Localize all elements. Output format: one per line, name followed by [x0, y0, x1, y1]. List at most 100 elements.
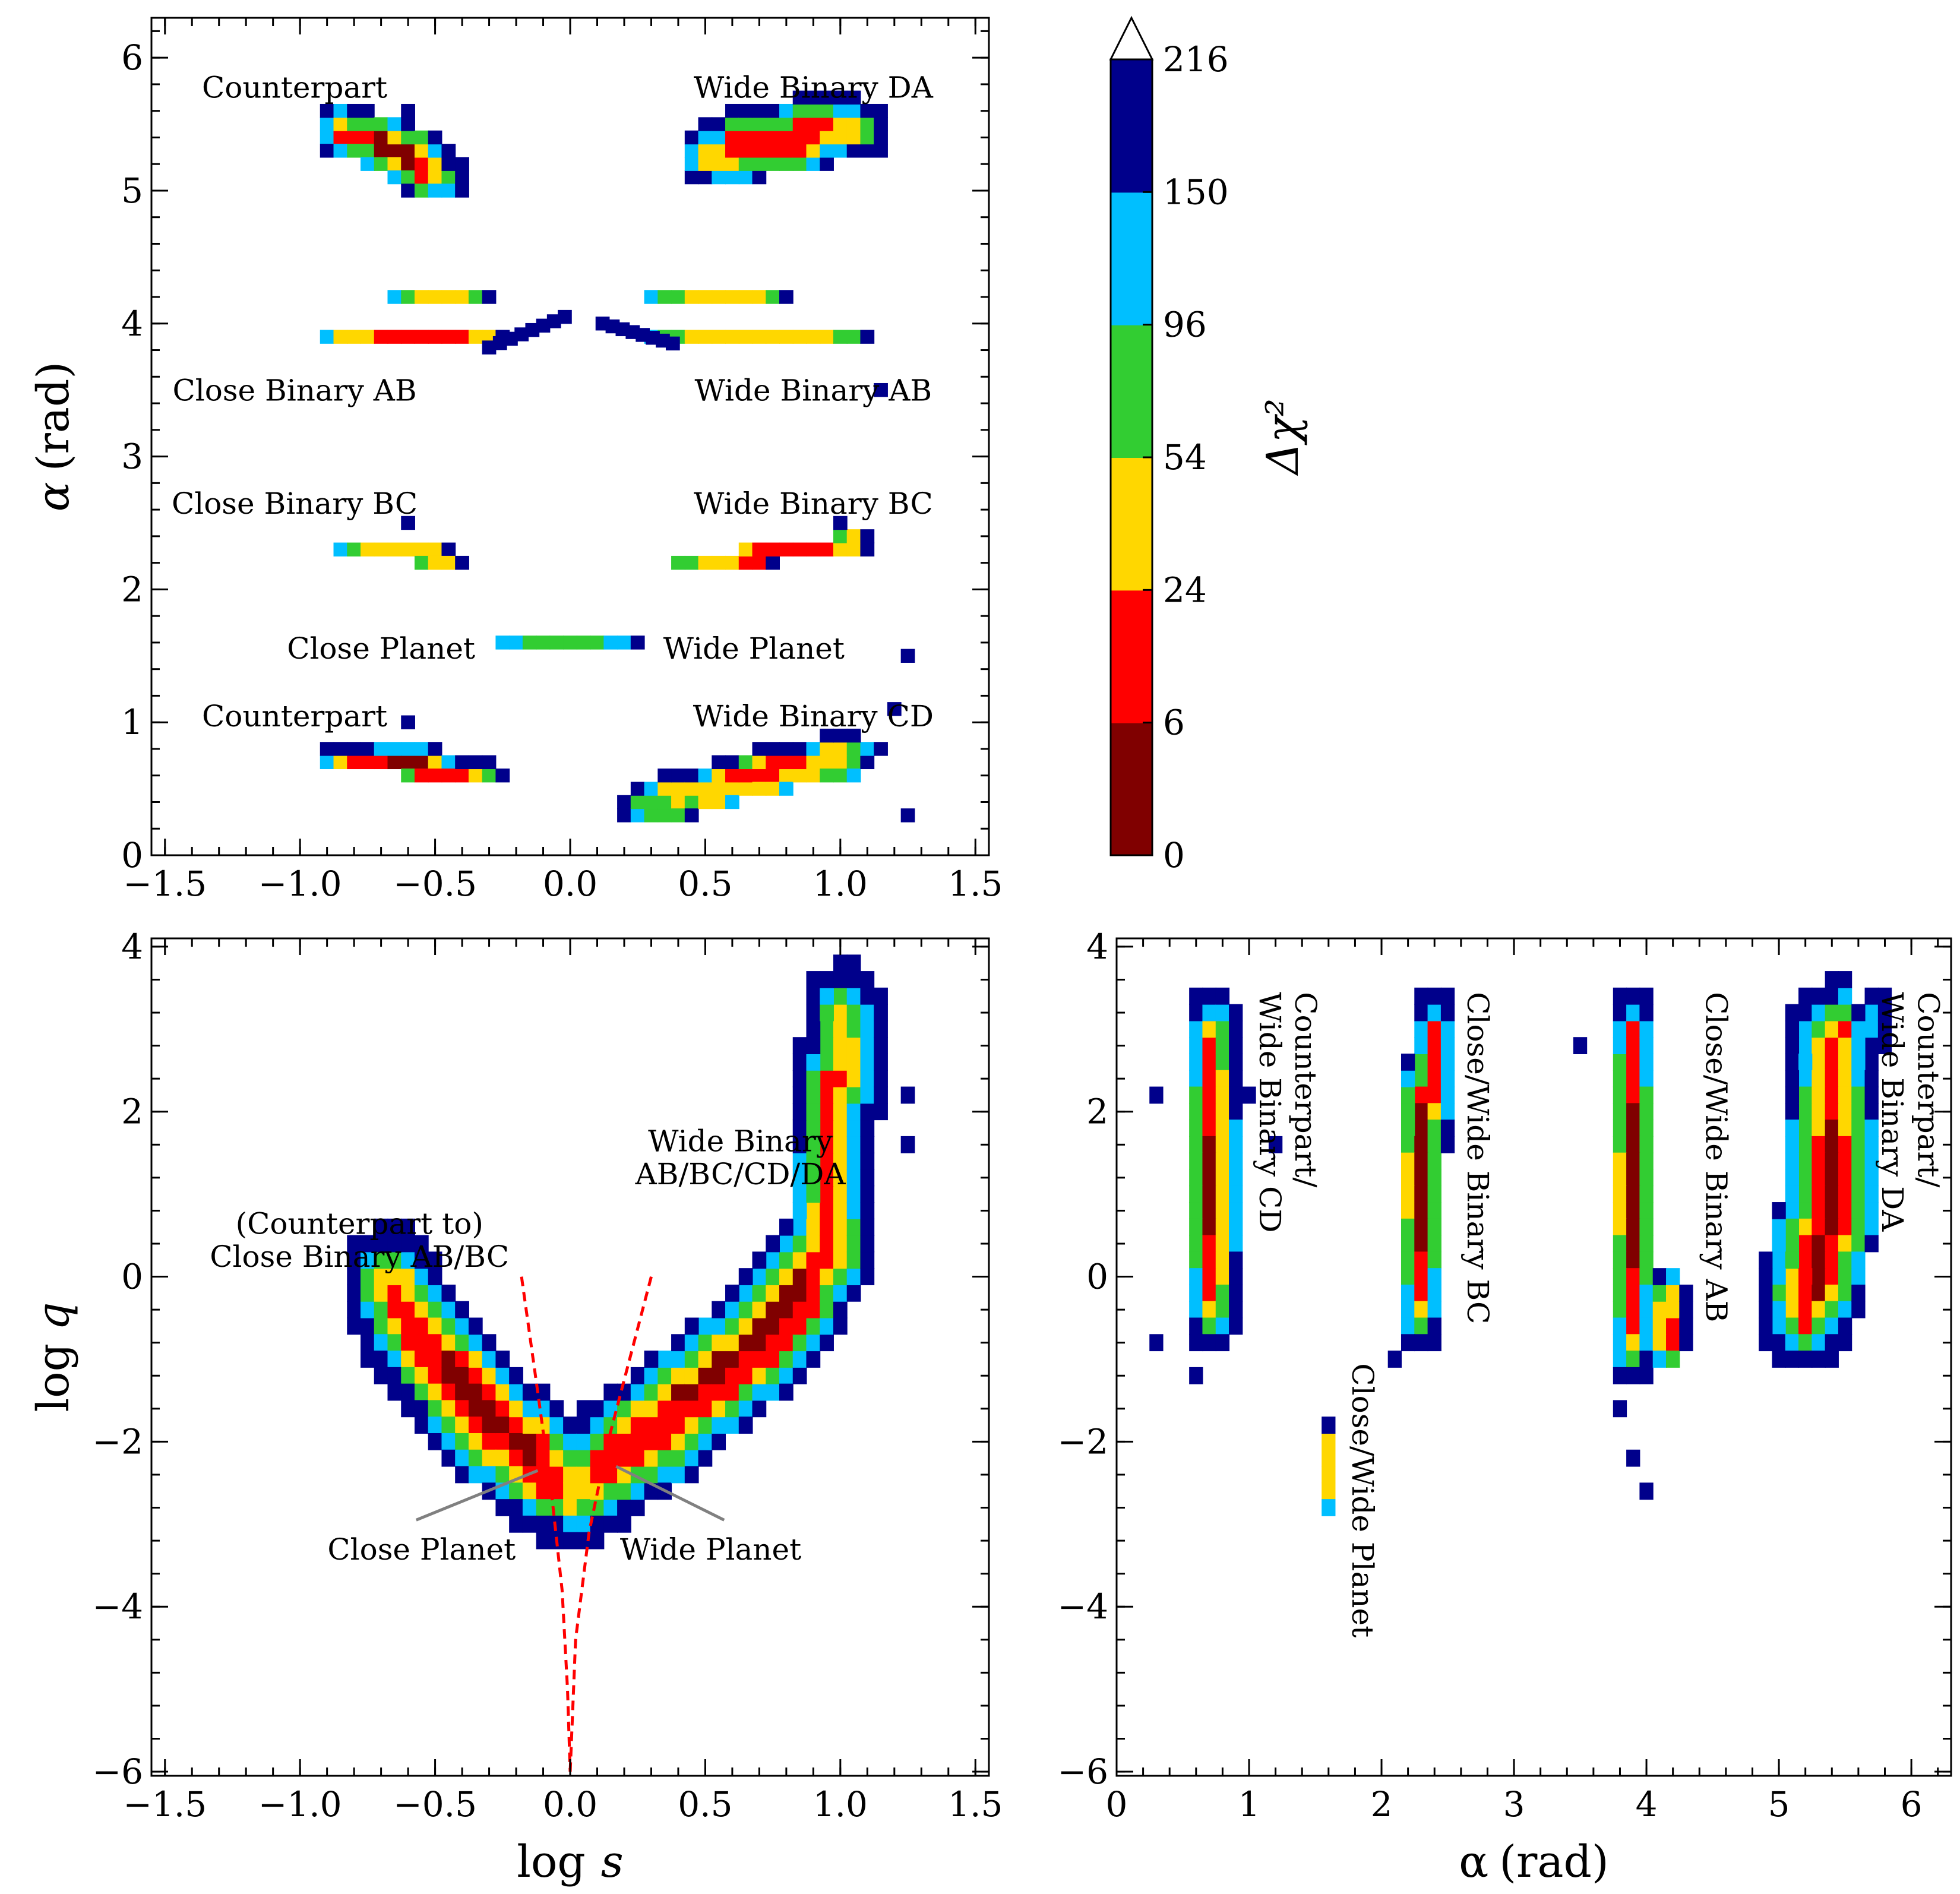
top-panel: Counterpart Wide Binary DA Close Binary AB… — [28, 17, 1003, 904]
heatmap-cell — [414, 742, 429, 756]
heatmap-cell — [1427, 1218, 1441, 1236]
heatmap-cell — [1825, 1202, 1839, 1219]
y-tick-label: −4 — [1058, 1586, 1109, 1627]
heatmap-cell — [1759, 1317, 1773, 1335]
heatmap-cell — [347, 1317, 361, 1335]
heatmap-cell — [860, 1169, 875, 1187]
caustic-curve — [568, 1276, 653, 1772]
heatmap-cell — [860, 1202, 875, 1219]
heatmap-cell — [1414, 1317, 1428, 1335]
heatmap-cell — [644, 808, 659, 823]
heatmap-cell — [1825, 1251, 1839, 1269]
heatmap-cell — [1440, 1037, 1455, 1054]
heatmap-cell — [1229, 1004, 1243, 1022]
heatmap-cell — [522, 1449, 537, 1467]
heatmap-cell — [414, 1317, 429, 1335]
heatmap-cell — [820, 1053, 834, 1071]
heatmap-cell — [833, 1086, 848, 1104]
heatmap-cell — [1229, 1053, 1243, 1071]
heatmap-cell — [617, 1400, 631, 1418]
heatmap-cell — [698, 117, 713, 131]
heatmap-cell — [833, 1103, 848, 1121]
heatmap-cell — [860, 1037, 875, 1054]
heatmap-cell — [766, 1235, 780, 1253]
heatmap-cell — [1785, 1301, 1800, 1318]
heatmap-cell — [846, 1136, 861, 1153]
heatmap-cell — [698, 1317, 713, 1335]
heatmap-cell — [441, 1284, 456, 1302]
heatmap-cell — [320, 330, 334, 344]
heatmap-cell — [455, 1433, 469, 1450]
heatmap-cell — [495, 635, 510, 650]
heatmap-cell — [766, 1317, 780, 1335]
heatmap-cell — [1322, 1433, 1336, 1450]
heatmap-cell — [1772, 1202, 1786, 1219]
heatmap-cell — [766, 1251, 780, 1269]
heatmap-cell — [374, 117, 388, 131]
heatmap-cell — [1626, 1037, 1640, 1054]
heatmap-cell — [1215, 1103, 1230, 1121]
heatmap-cell — [576, 1499, 591, 1516]
heatmap-cell — [1759, 1334, 1773, 1352]
heatmap-cell — [792, 1317, 807, 1335]
heatmap-cell — [1812, 1185, 1826, 1203]
heatmap-cell — [806, 1301, 821, 1318]
heatmap-cell — [482, 1466, 497, 1484]
heatmap-cell — [1652, 1301, 1667, 1318]
heatmap-cell — [1626, 1235, 1640, 1253]
heatmap-cell — [779, 782, 794, 796]
heatmap-cell — [401, 1284, 415, 1302]
heatmap-cell — [806, 330, 821, 344]
heatmap-cell — [1202, 987, 1216, 1005]
heatmap-cell — [833, 117, 848, 131]
y-axis-label: log q — [28, 1302, 79, 1412]
heatmap-cell — [1189, 1086, 1203, 1104]
heatmap-cell — [860, 1070, 875, 1087]
heatmap-cell — [833, 1185, 848, 1203]
heatmap-cell — [401, 1334, 415, 1352]
heatmap-cell — [712, 755, 726, 770]
heatmap-cell — [374, 1301, 388, 1318]
heatmap-cell — [1215, 1185, 1230, 1203]
heatmap-cell — [752, 1317, 767, 1335]
heatmap-cell — [792, 330, 807, 344]
heatmap-cell — [1666, 1301, 1680, 1318]
heatmap-cell — [549, 1466, 564, 1484]
heatmap-cell — [725, 782, 739, 796]
heatmap-cell — [347, 1235, 361, 1253]
heatmap-cell — [1613, 1070, 1627, 1087]
heatmap-cell — [752, 555, 767, 570]
heatmap-cell — [441, 330, 456, 344]
heatmap-cell — [1772, 1301, 1786, 1318]
leader-line — [615, 1465, 725, 1522]
heatmap-cell — [482, 1433, 497, 1450]
heatmap-cell — [576, 635, 591, 650]
heatmap-cell — [1229, 1136, 1243, 1153]
heatmap-cell — [712, 1416, 726, 1434]
heatmap-cell — [1851, 1086, 1866, 1104]
heatmap-cell — [1401, 1152, 1415, 1170]
heatmap-cell — [860, 529, 875, 543]
heatmap-cell — [428, 157, 442, 171]
heatmap-cell — [1838, 1334, 1852, 1352]
heatmap-cell — [1626, 1152, 1640, 1170]
heatmap-cell — [1202, 1037, 1216, 1054]
heatmap-cell — [333, 542, 348, 556]
heatmap-cell — [347, 130, 361, 145]
heatmap-cell — [1189, 1317, 1203, 1335]
heatmap-cell — [833, 1120, 848, 1137]
heatmap-cell — [766, 782, 780, 796]
heatmap-cell — [820, 1301, 834, 1318]
heatmap-cell — [333, 130, 348, 145]
heatmap-cell — [1401, 1120, 1415, 1137]
heatmap-cell — [820, 1169, 834, 1187]
heatmap-cell — [779, 1301, 794, 1318]
heatmap-cell — [414, 170, 429, 185]
heatmap-cell — [1414, 987, 1428, 1005]
heatmap-cell — [1189, 1004, 1203, 1022]
heatmap-cell — [846, 1020, 861, 1038]
heatmap-cell — [1798, 987, 1813, 1005]
heatmap-cell — [441, 1400, 456, 1418]
heatmap-cell — [1202, 1317, 1216, 1335]
annotation-label: (Counterpart to) — [236, 1206, 483, 1241]
